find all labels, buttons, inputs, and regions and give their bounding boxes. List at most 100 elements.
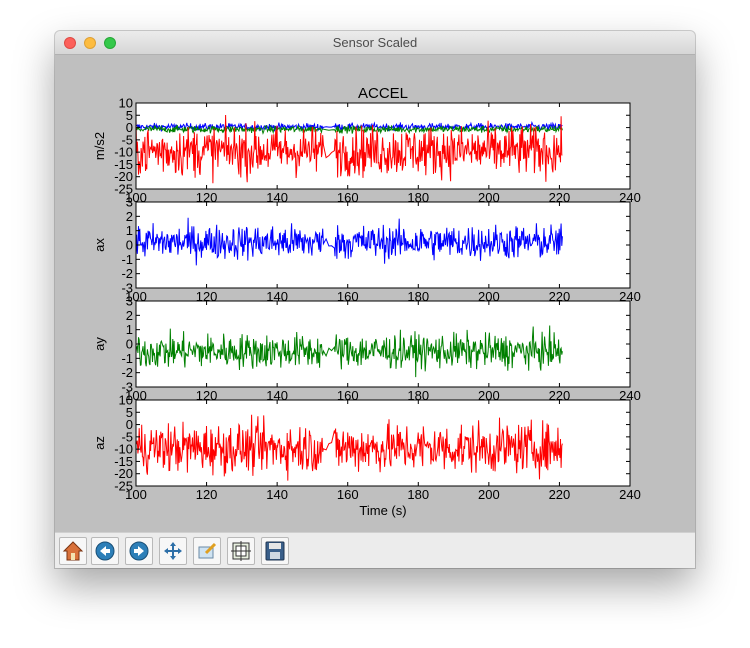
x-tick-label: 220 [549, 388, 571, 403]
y-tick-label: -25 [114, 182, 133, 197]
x-tick-label: 240 [619, 190, 641, 205]
x-tick-label: 180 [407, 487, 429, 502]
y-tick-label: -20 [114, 169, 133, 184]
y-tick-label: -15 [114, 454, 133, 469]
back-button[interactable] [91, 537, 119, 565]
x-tick-label: 180 [407, 388, 429, 403]
y-tick-label: 2 [126, 308, 133, 323]
y-tick-label: -1 [121, 252, 133, 267]
x-tick-label: 100 [125, 289, 147, 304]
y-tick-label: 2 [126, 209, 133, 224]
x-tick-label: 180 [407, 190, 429, 205]
subplots-config-icon [231, 541, 251, 561]
y-tick-label: 0 [126, 417, 133, 432]
app-window: Sensor Scaled 100 120 140 160 180 200 220 240 10… [55, 31, 695, 568]
series-line-2 [136, 114, 563, 184]
y-tick-label: -10 [114, 442, 133, 457]
series-line-0 [136, 325, 563, 378]
y-tick-label: 0 [126, 120, 133, 135]
series-line-0 [136, 414, 563, 481]
x-tick-label: 140 [266, 487, 288, 502]
y-tick-label: -2 [121, 266, 133, 281]
pan-button[interactable] [159, 537, 187, 565]
y-tick-label: 5 [126, 108, 133, 123]
x-tick-label: 100 [125, 190, 147, 205]
minimize-window-button[interactable] [84, 37, 96, 49]
y-tick-label: -5 [121, 429, 133, 444]
y-tick-label: 10 [119, 96, 133, 111]
home-button[interactable] [59, 537, 87, 565]
y-tick-label: 1 [126, 223, 133, 238]
y-tick-label: -20 [114, 466, 133, 481]
zoom-button[interactable] [193, 537, 221, 565]
close-window-button[interactable] [64, 37, 76, 49]
x-tick-label: 200 [478, 388, 500, 403]
series-line-0 [136, 217, 563, 266]
x-tick-label: 160 [337, 388, 359, 403]
subplots-button[interactable] [227, 537, 255, 565]
x-tick-label: 200 [478, 289, 500, 304]
x-tick-label: 160 [337, 487, 359, 502]
x-tick-label: 140 [266, 190, 288, 205]
y-tick-label: 0 [126, 337, 133, 352]
chart-title: ACCEL [358, 85, 408, 102]
x-tick-label: 160 [337, 289, 359, 304]
y-tick-label: 0 [126, 238, 133, 253]
y-tick-label: -25 [114, 479, 133, 494]
x-tick-label: 100 [125, 487, 147, 502]
x-tick-label: 200 [478, 190, 500, 205]
x-tick-label: 200 [478, 487, 500, 502]
figure-svg[interactable]: 100 120 140 160 180 200 220 2401050-5-10-15-20-… [55, 55, 695, 532]
x-tick-label: 120 [196, 289, 218, 304]
y-axis-label: ay [92, 337, 107, 351]
maximize-window-button[interactable] [104, 37, 116, 49]
x-tick-label: 120 [196, 487, 218, 502]
y-tick-label: 5 [126, 405, 133, 420]
plot-area[interactable] [136, 301, 630, 387]
y-tick-label: 3 [126, 195, 133, 210]
move-cross-icon [164, 542, 182, 560]
title-bar[interactable]: Sensor Scaled [55, 31, 695, 55]
navigation-toolbar [55, 532, 695, 568]
subplot-m/s2[interactable]: 100 120 140 160 180 200 220 240 1050-5-10-15-20-… [92, 85, 641, 205]
y-axis-label: az [92, 436, 107, 450]
x-tick-label: 160 [337, 190, 359, 205]
figure-canvas[interactable]: 100 120 140 160 180 200 220 240 10 5 0 -5 -10 -15 -20-… [55, 55, 695, 532]
y-tick-label: 3 [126, 294, 133, 309]
x-tick-label: 240 [619, 487, 641, 502]
x-tick-label: 220 [549, 487, 571, 502]
x-tick-label: 180 [407, 289, 429, 304]
back-arrow-icon [95, 541, 115, 561]
floppy-disk-icon [265, 541, 285, 561]
axes-frame [135, 102, 631, 190]
y-tick-label: -3 [121, 281, 133, 296]
x-tick-label: 220 [549, 190, 571, 205]
forward-button[interactable] [125, 537, 153, 565]
save-button[interactable] [261, 537, 289, 565]
x-tick-label: 140 [266, 388, 288, 403]
series-line-1 [136, 124, 563, 135]
y-tick-label: -15 [114, 157, 133, 172]
y-axis-label: m/s2 [92, 132, 107, 160]
x-axis-label: Time (s) [359, 503, 406, 518]
y-tick-label: -5 [121, 132, 133, 147]
y-axis-label: ax [92, 238, 107, 252]
x-tick-label: 120 [196, 388, 218, 403]
y-tick-label: -1 [121, 351, 133, 366]
x-tick-label: 240 [619, 289, 641, 304]
y-tick-label: -10 [114, 145, 133, 160]
y-tick-label: 10 [119, 393, 133, 408]
x-tick-label: 100 [125, 388, 147, 403]
axes-frame [135, 399, 631, 487]
subplot-az[interactable]: 100 120 140 160 180 200 220 240 1050-5-10-15-20-… [92, 393, 641, 519]
x-tick-label: 140 [266, 289, 288, 304]
home-icon [62, 541, 84, 561]
y-tick-label: -3 [121, 380, 133, 395]
x-tick-label: 240 [619, 388, 641, 403]
x-tick-label: 120 [196, 190, 218, 205]
x-tick-label: 220 [549, 289, 571, 304]
zoom-rect-icon [198, 542, 217, 559]
forward-arrow-icon [129, 541, 149, 561]
